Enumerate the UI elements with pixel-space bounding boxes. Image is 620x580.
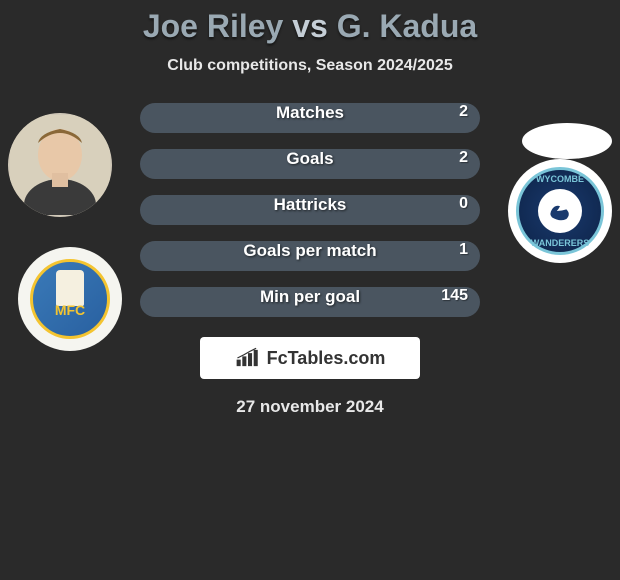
chart-icon	[235, 347, 261, 369]
comparison-card: Joe Riley vs G. Kadua Club competitions,…	[0, 0, 620, 580]
club-badge-inner: WYCOMBE WANDERERS	[516, 167, 604, 255]
stat-value-p2: 0	[459, 195, 468, 213]
player1-face-placeholder	[8, 113, 112, 217]
vs-label: vs	[292, 8, 328, 44]
player1-name: Joe Riley	[143, 8, 284, 44]
stat-row: Matches 2	[140, 103, 480, 133]
stat-label: Hattricks	[140, 195, 480, 215]
stat-label: Goals per match	[140, 241, 480, 261]
stat-value-p2: 2	[459, 149, 468, 167]
player2-club-badge: WYCOMBE WANDERERS	[508, 159, 612, 263]
player1-photo	[8, 113, 112, 217]
stat-value-p2: 145	[441, 287, 468, 305]
stat-label: Matches	[140, 103, 480, 123]
club2-top-text: WYCOMBE	[519, 174, 601, 184]
stat-label: Min per goal	[140, 287, 480, 307]
club-badge-inner: MFC	[30, 259, 110, 339]
player2-name: G. Kadua	[337, 8, 477, 44]
subtitle: Club competitions, Season 2024/2025	[0, 57, 620, 75]
player1-club-badge: MFC	[18, 247, 122, 351]
club1-short: MFC	[55, 302, 85, 318]
club2-bot-text: WANDERERS	[519, 238, 601, 248]
stat-value-p2: 1	[459, 241, 468, 259]
stat-row: Min per goal 145	[140, 287, 480, 317]
stats-list: Matches 2 Goals 2 Hattricks 0 Goals per …	[140, 103, 480, 317]
player2-photo	[522, 123, 612, 159]
date-label: 27 november 2024	[0, 397, 620, 417]
stat-row: Hattricks 0	[140, 195, 480, 225]
brand-logo: FcTables.com	[200, 337, 420, 379]
content-area: MFC WYCOMBE WANDERERS Matches	[0, 103, 620, 417]
stat-row: Goals per match 1	[140, 241, 480, 271]
stat-row: Goals 2	[140, 149, 480, 179]
page-title: Joe Riley vs G. Kadua	[0, 8, 620, 45]
brand-text: FcTables.com	[267, 348, 386, 369]
stat-value-p2: 2	[459, 103, 468, 121]
stat-label: Goals	[140, 149, 480, 169]
club2-ring-text: WYCOMBE WANDERERS	[519, 170, 601, 252]
